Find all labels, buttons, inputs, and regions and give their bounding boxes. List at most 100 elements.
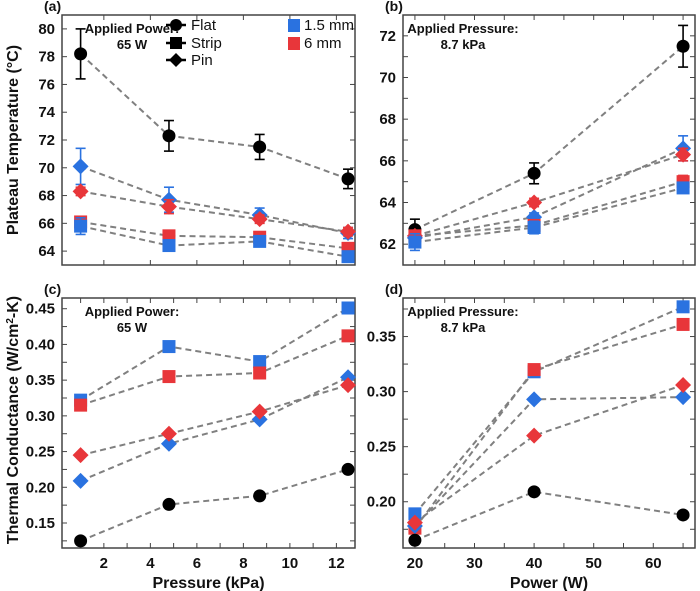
annotation-line: Applied Pressure:	[407, 21, 518, 36]
data-point-square	[253, 234, 267, 248]
annotation-line: 65 W	[117, 37, 148, 52]
data-point-square	[253, 366, 267, 380]
series-strip-6-mm	[74, 329, 355, 412]
data-point-diamond	[526, 427, 543, 444]
series-line	[414, 305, 684, 515]
data-point-square	[341, 301, 355, 315]
series-line	[80, 190, 349, 233]
y-tick-label: 0.20	[26, 479, 55, 496]
y-tick-label: 0.35	[367, 329, 396, 346]
series-line	[414, 45, 684, 231]
series-flat	[408, 485, 690, 547]
series-pin-6-mm	[72, 183, 357, 240]
x-tick-label: 20	[407, 555, 424, 572]
series-line	[414, 384, 684, 524]
y-tick-label: 70	[38, 160, 55, 177]
y-tick-label: 0.30	[26, 408, 55, 425]
x-axis-label: Power (W)	[510, 575, 588, 591]
series-strip-1-5-mm	[408, 181, 690, 252]
data-point-circle	[162, 497, 176, 511]
series-line	[80, 384, 349, 457]
data-point-diamond	[340, 377, 357, 394]
data-point-circle	[676, 39, 690, 53]
x-tick-label: 50	[585, 555, 602, 572]
data-point-square	[162, 239, 176, 253]
data-point-circle	[341, 172, 355, 186]
panel-label: (b)	[385, 0, 403, 14]
data-point-diamond	[160, 198, 177, 215]
series-line	[414, 396, 684, 527]
legend-marker-diamond	[169, 53, 183, 67]
y-axis-label-conductance-suffix: -K)	[5, 296, 22, 318]
panel-a: (a) 64 66 68 70 72 74 76 78 80 Applied Power:65 W	[38, 0, 357, 266]
y-tick-label: 0.40	[26, 336, 55, 353]
series-strip-6-mm	[408, 317, 690, 535]
legend-item-1-5mm: 1.5 mm	[288, 17, 354, 34]
data-point-square	[676, 317, 690, 331]
y-tick-label: 72	[38, 132, 55, 149]
series-pin-1-5-mm	[406, 389, 692, 534]
data-point-diamond	[251, 403, 268, 420]
data-point-diamond	[526, 391, 543, 408]
series-line	[414, 180, 684, 237]
x-tick-label: 12	[328, 555, 345, 572]
series-line	[414, 490, 684, 542]
y-tick-label: 0.30	[367, 384, 396, 401]
data-point-square	[341, 329, 355, 343]
panel-d: (d) 20 30 40 50 60 0.20 0.25 0.30 0.35 Power (W) Ap…	[367, 281, 696, 591]
y-tick-label: 64	[38, 243, 55, 260]
y-tick-label: 0.25	[367, 439, 396, 456]
data-point-square	[527, 221, 541, 234]
legend: Flat Strip Pin 1.5 mm 6 mm	[166, 17, 354, 69]
data-point-circle	[527, 166, 541, 180]
data-point-square	[676, 181, 690, 195]
y-tick-label: 66	[379, 153, 396, 170]
x-tick-label: 6	[193, 555, 201, 572]
legend-swatch-blue	[288, 19, 300, 32]
series-flat	[408, 24, 690, 241]
series-line	[80, 376, 349, 482]
y-tick-label: 0.45	[26, 301, 55, 318]
x-tick-label: 40	[526, 555, 543, 572]
series-line	[80, 220, 349, 250]
series-pin-6-mm	[72, 377, 357, 464]
series-line	[80, 165, 349, 235]
data-point-circle	[676, 508, 690, 522]
data-point-diamond	[72, 158, 89, 175]
data-point-square	[162, 370, 176, 384]
y-axis-label-temperature: Plateau Temperature (°C)	[5, 45, 22, 235]
data-point-circle	[74, 534, 88, 548]
series-strip-1-5-mm	[74, 216, 355, 264]
y-tick-label: 62	[379, 236, 396, 253]
series-strip-6-mm	[408, 174, 690, 243]
series-pin-6-mm	[406, 377, 692, 531]
y-tick-label: 76	[38, 76, 55, 93]
series-line	[414, 186, 684, 244]
legend-item-strip: Strip	[166, 35, 222, 52]
legend-item-pin: Pin	[166, 52, 213, 69]
series-line	[80, 307, 349, 401]
data-point-square	[408, 235, 422, 249]
y-tick-label: 80	[38, 21, 55, 38]
x-tick-label: 60	[645, 555, 662, 572]
series-line	[79, 53, 349, 180]
legend-label-flat: Flat	[191, 17, 217, 34]
annotation-line: 8.7 kPa	[441, 320, 487, 335]
data-point-square	[341, 250, 355, 264]
legend-label-1-5mm: 1.5 mm	[304, 17, 354, 34]
panel-label: (a)	[44, 0, 61, 14]
y-tick-label: 74	[38, 104, 55, 121]
data-point-diamond	[160, 425, 177, 442]
annotation-line: Applied Pressure:	[407, 304, 518, 319]
data-point-diamond	[526, 194, 543, 211]
series-flat	[74, 28, 355, 190]
y-tick-label: 70	[379, 70, 396, 87]
series-flat	[74, 462, 355, 548]
y-axis-label-conductance: Thermal Conductance (W/cm2-K)	[5, 296, 23, 544]
y-tick-label: 68	[38, 188, 55, 205]
y-tick-label: 68	[379, 111, 396, 128]
data-point-square	[408, 507, 422, 521]
legend-label-6mm: 6 mm	[304, 35, 342, 52]
data-point-diamond	[72, 183, 89, 200]
legend-label-strip: Strip	[191, 35, 222, 52]
